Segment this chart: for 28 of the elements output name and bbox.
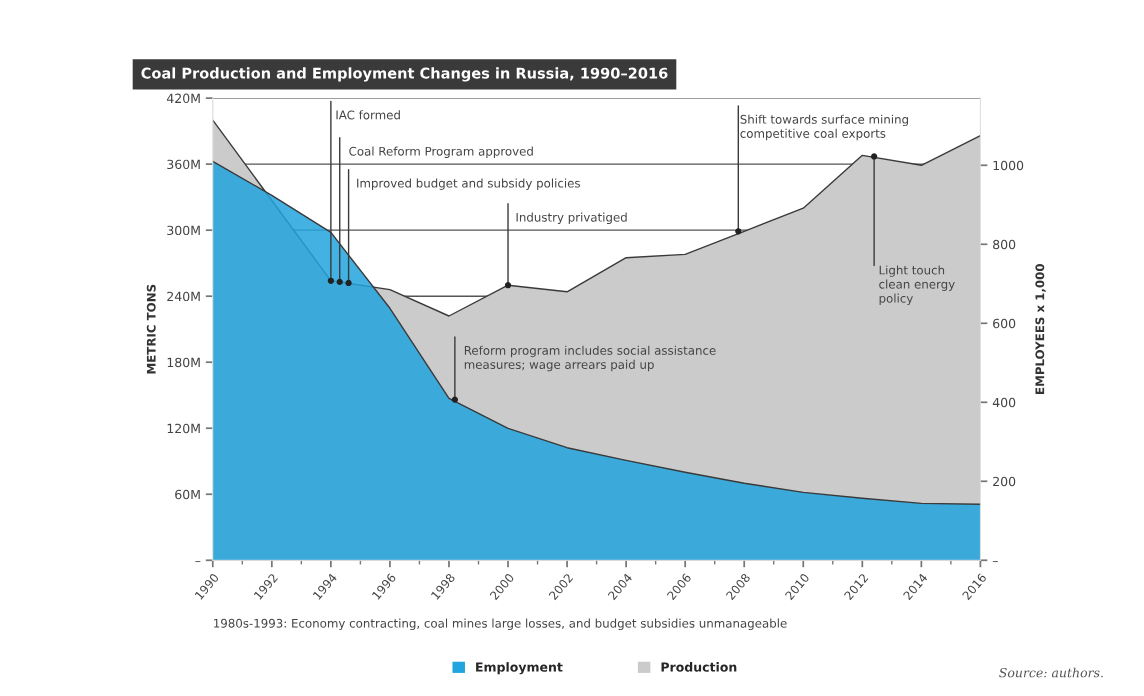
annotation: Reform program includes social assistance measures; wage arrears paid up <box>464 345 716 372</box>
text: 1980s-1993: Economy contracting, coal mines large losses, and budget subsidies unmanageable <box>214 618 787 631</box>
y-tick-label: 240M <box>167 291 200 302</box>
y-tick-label: – <box>195 561 201 563</box>
y2-axis-title: EMPLOYEES x 1,000 <box>1035 264 1046 394</box>
source-note: Source: authors. <box>999 667 1103 678</box>
y-tick-label: 60M <box>175 489 200 500</box>
legend-label: Employment <box>476 662 563 675</box>
y2-tick-label: 600 <box>993 318 1016 329</box>
y-tick-label: 360M <box>167 159 200 170</box>
y2-tick-label: 1000 <box>993 160 1024 171</box>
annotation: Improved budget and subsidy policies <box>357 178 580 190</box>
y2-tick-label: 200 <box>993 476 1016 487</box>
chart-title: Coal Production and Employment Changes in Russia, 1990–2016 <box>141 67 668 82</box>
y-axis-title: METRIC TONS <box>146 284 156 374</box>
y2-tick-label: 400 <box>992 397 1016 408</box>
annotation: Industry privatiged <box>516 212 627 224</box>
annotation: Shift towards surface mining competitive coal exports <box>740 114 908 141</box>
annotation: Coal Reform Program approved <box>349 146 533 158</box>
y-tick-label: 180M <box>167 357 200 368</box>
y-tick-label: 300M <box>167 225 200 236</box>
y2-tick-label: 800 <box>993 239 1016 250</box>
legend-label: Production <box>661 662 737 672</box>
annotation: IAC formed <box>336 110 400 120</box>
annotation: Light touch clean energy policy <box>879 265 955 306</box>
y-tick-label: 420M <box>166 93 200 104</box>
y-tick-label: 120M <box>167 423 200 434</box>
y2-tick-label: – <box>992 561 998 563</box>
